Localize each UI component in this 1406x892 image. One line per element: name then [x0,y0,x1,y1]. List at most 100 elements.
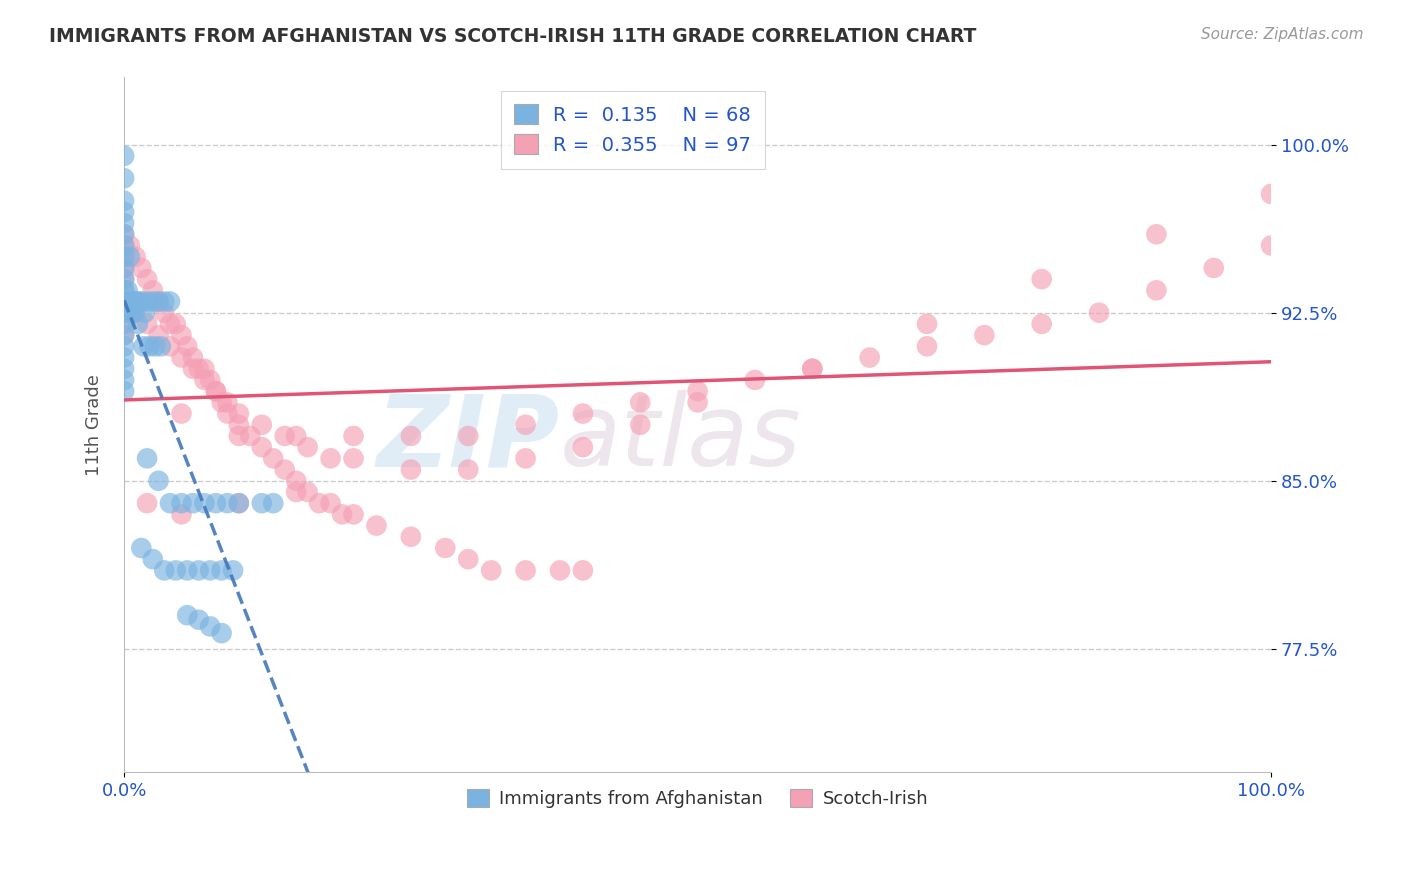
Point [801,361,824,376]
Point [228,417,250,432]
Point [744,373,766,387]
Point [198,563,221,577]
Point [187,361,209,376]
Point [142,283,165,297]
Point [250,440,273,454]
Point [193,361,215,376]
Point [205,496,228,510]
Point [217,407,239,421]
Point [457,552,479,566]
Point [1144,227,1167,242]
Point [159,339,181,353]
Point [342,429,364,443]
Point [193,496,215,510]
Point [228,496,250,510]
Point [112,205,135,219]
Point [170,351,193,365]
Point [273,429,295,443]
Point [153,306,176,320]
Point [112,260,135,275]
Point [112,227,135,242]
Point [515,563,537,577]
Point [1202,260,1225,275]
Point [285,429,308,443]
Point [112,238,135,252]
Point [211,395,233,409]
Text: ZIP: ZIP [377,390,560,487]
Point [228,429,250,443]
Point [112,317,135,331]
Point [515,451,537,466]
Point [118,250,141,264]
Point [187,563,209,577]
Point [859,351,882,365]
Point [170,496,193,510]
Point [131,294,153,309]
Point [285,474,308,488]
Point [319,496,342,510]
Point [222,563,245,577]
Point [124,306,146,320]
Point [112,384,135,399]
Point [915,317,938,331]
Point [170,407,193,421]
Point [112,250,135,264]
Point [211,563,233,577]
Point [153,563,176,577]
Point [165,563,187,577]
Point [142,294,165,309]
Point [319,451,342,466]
Point [112,171,135,186]
Point [112,294,135,309]
Point [366,518,388,533]
Point [628,417,651,432]
Point [285,485,308,500]
Point [181,361,204,376]
Point [112,294,135,309]
Point [915,339,938,353]
Point [181,351,204,365]
Point [112,339,135,353]
Point [686,395,709,409]
Point [142,552,165,566]
Point [228,407,250,421]
Point [136,496,159,510]
Text: IMMIGRANTS FROM AFGHANISTAN VS SCOTCH-IRISH 11TH GRADE CORRELATION CHART: IMMIGRANTS FROM AFGHANISTAN VS SCOTCH-IR… [49,27,977,45]
Point [973,328,995,343]
Point [138,339,160,353]
Point [112,306,135,320]
Point [148,294,170,309]
Point [165,317,187,331]
Point [198,373,221,387]
Point [572,563,595,577]
Point [112,306,135,320]
Point [132,339,155,353]
Point [136,272,159,286]
Point [572,407,595,421]
Point [250,496,273,510]
Point [273,462,295,476]
Point [148,294,170,309]
Point [159,294,181,309]
Point [159,496,181,510]
Point [176,608,198,623]
Point [112,238,135,252]
Point [112,328,135,343]
Point [170,328,193,343]
Point [112,373,135,387]
Point [112,328,135,343]
Point [117,283,139,297]
Point [628,395,651,409]
Point [181,496,204,510]
Point [112,272,135,286]
Point [112,351,135,365]
Point [112,260,135,275]
Point [572,440,595,454]
Point [297,485,319,500]
Point [159,317,181,331]
Text: atlas: atlas [560,390,801,487]
Point [124,294,146,309]
Point [217,395,239,409]
Point [211,626,233,640]
Point [112,272,135,286]
